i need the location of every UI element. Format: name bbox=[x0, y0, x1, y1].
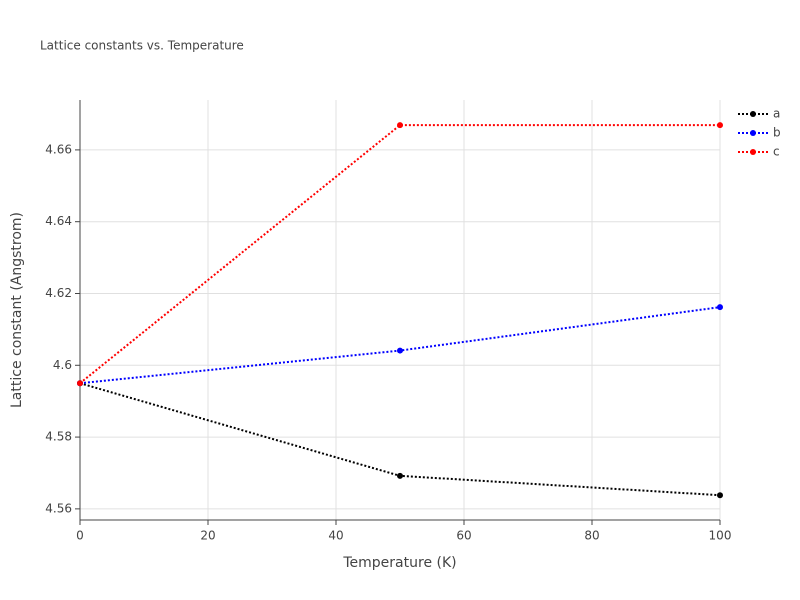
series-line bbox=[79, 306, 721, 385]
x-tick-label: 0 bbox=[76, 529, 84, 543]
data-point bbox=[397, 122, 403, 129]
y-tick-label: 4.64 bbox=[45, 214, 72, 228]
y-tick-label: 4.62 bbox=[45, 286, 72, 300]
chart-title: Lattice constants vs. Temperature bbox=[40, 39, 244, 53]
x-tick-label: 40 bbox=[328, 529, 343, 543]
y-tick-label: 4.66 bbox=[45, 142, 72, 156]
x-tick-label: 60 bbox=[456, 529, 471, 543]
legend-label: b bbox=[773, 126, 781, 140]
series-line bbox=[79, 124, 720, 385]
data-point bbox=[717, 492, 723, 499]
legend-label: a bbox=[773, 107, 780, 121]
x-tick-label: 100 bbox=[709, 529, 732, 543]
y-tick-label: 4.56 bbox=[45, 501, 72, 515]
legend-marker bbox=[750, 149, 756, 155]
data-point bbox=[77, 380, 83, 387]
y-axis-label: Lattice constant (Angstrom) bbox=[9, 212, 25, 408]
legend-marker bbox=[750, 111, 756, 117]
data-point bbox=[717, 122, 723, 129]
legend-label: c bbox=[773, 145, 780, 159]
x-axis-label: Temperature (K) bbox=[342, 555, 456, 571]
y-tick-label: 4.58 bbox=[45, 430, 72, 444]
data-point bbox=[397, 472, 403, 479]
y-tick-label: 4.6 bbox=[53, 358, 72, 372]
x-tick-label: 20 bbox=[200, 529, 215, 543]
x-tick-label: 80 bbox=[584, 529, 599, 543]
legend-marker bbox=[750, 130, 756, 136]
data-point bbox=[397, 347, 403, 354]
data-point bbox=[717, 304, 723, 311]
